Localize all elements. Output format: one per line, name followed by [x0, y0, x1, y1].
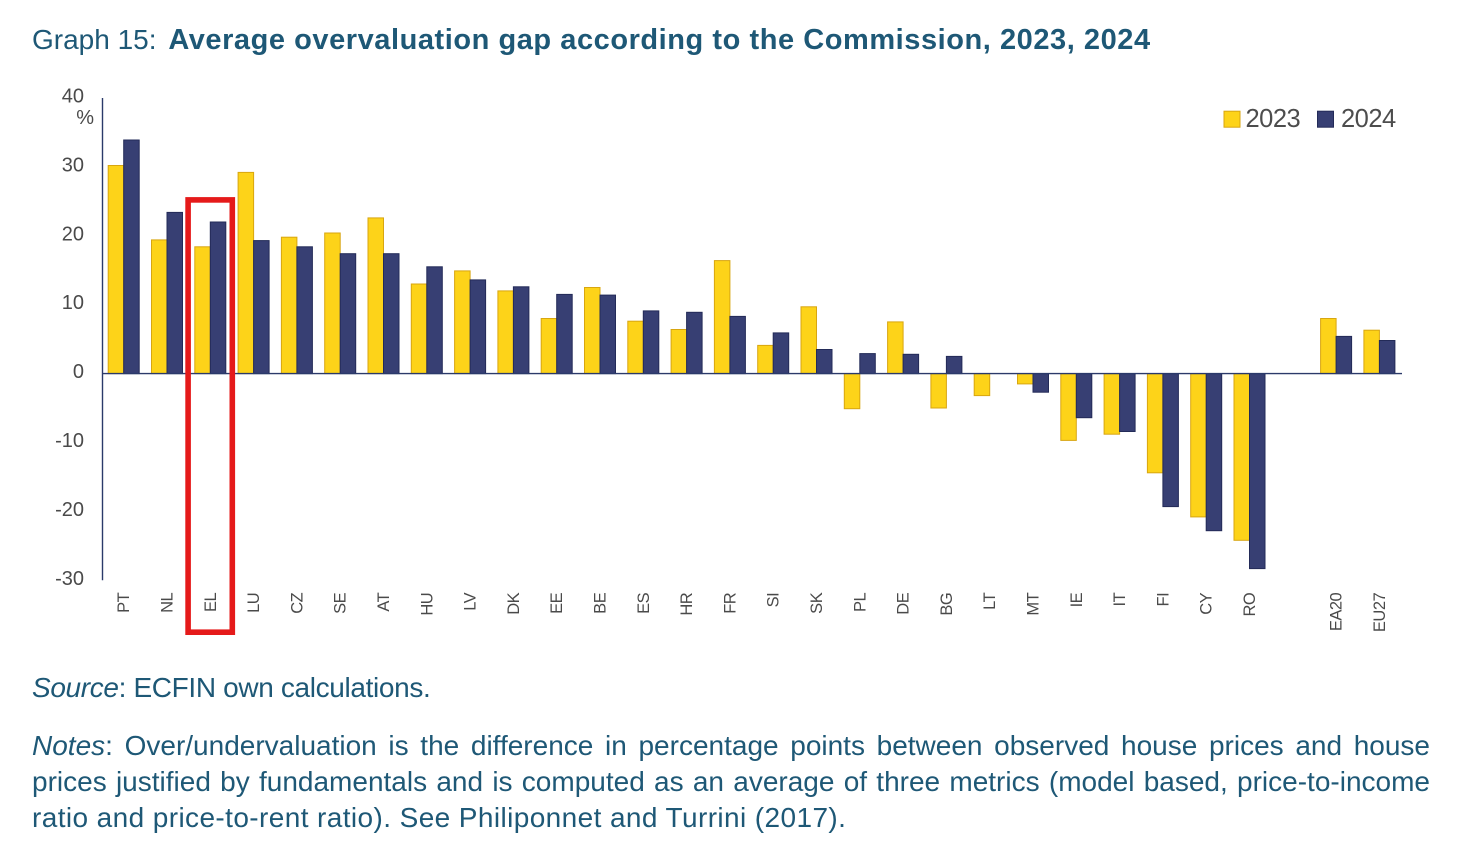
svg-text:DK: DK	[505, 592, 523, 614]
svg-text:SI: SI	[765, 593, 783, 608]
svg-text:IT: IT	[1111, 592, 1129, 606]
svg-text:IE: IE	[1068, 592, 1086, 607]
svg-text:MT: MT	[1025, 592, 1043, 615]
svg-text:10: 10	[62, 292, 84, 314]
svg-text:-10: -10	[55, 430, 84, 452]
svg-text:20: 20	[62, 223, 84, 245]
svg-text:ES: ES	[635, 592, 653, 614]
svg-text:AT: AT	[375, 592, 393, 611]
svg-text:EL: EL	[202, 592, 220, 612]
svg-text:SK: SK	[808, 592, 826, 614]
svg-text:HU: HU	[418, 593, 436, 616]
svg-text:PL: PL	[851, 592, 869, 612]
svg-text:2023: 2023	[1246, 105, 1301, 133]
svg-text:NL: NL	[159, 592, 177, 612]
svg-text:FR: FR	[721, 592, 739, 614]
svg-text:RO: RO	[1241, 592, 1259, 616]
svg-text:HR: HR	[678, 592, 696, 615]
svg-text:LT: LT	[981, 592, 999, 609]
svg-text:PT: PT	[115, 592, 133, 613]
svg-text:DE: DE	[895, 592, 913, 614]
svg-text:EU27: EU27	[1371, 592, 1389, 632]
svg-text:CY: CY	[1198, 592, 1216, 614]
svg-text:%: %	[76, 107, 94, 129]
svg-text:LU: LU	[245, 593, 263, 613]
svg-text:-20: -20	[55, 499, 84, 521]
svg-text:LV: LV	[462, 592, 480, 610]
svg-text:EA20: EA20	[1328, 592, 1346, 631]
svg-text:SE: SE	[332, 592, 350, 614]
svg-text:2024: 2024	[1341, 105, 1396, 133]
svg-text:BG: BG	[938, 593, 956, 616]
svg-text:40: 40	[62, 86, 84, 108]
svg-text:BE: BE	[592, 592, 610, 614]
svg-text:CZ: CZ	[288, 592, 306, 613]
svg-text:-30: -30	[55, 568, 84, 590]
svg-text:EE: EE	[548, 592, 566, 614]
svg-text:30: 30	[62, 154, 84, 176]
svg-text:0: 0	[73, 361, 84, 383]
svg-text:FI: FI	[1154, 593, 1172, 607]
